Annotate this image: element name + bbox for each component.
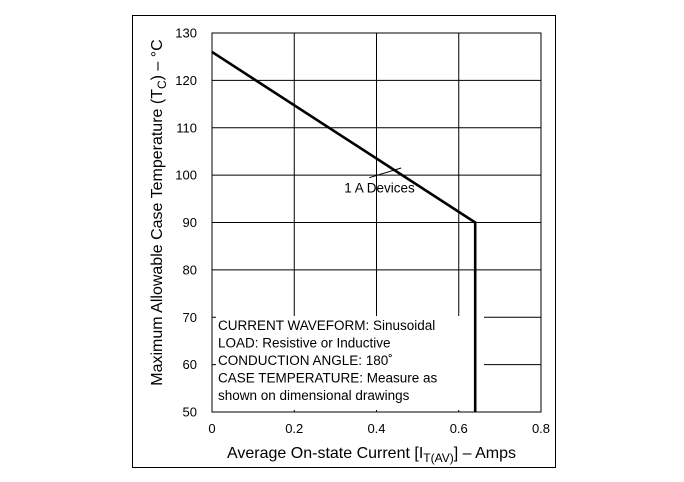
y-tick-label: 50	[183, 405, 197, 420]
x-tick-label: 0	[208, 421, 215, 436]
note-line: LOAD: Resistive or Inductive	[218, 336, 391, 351]
y-axis-label-suffix: ) – °C	[149, 39, 166, 80]
note-line: shown on dimensional drawings	[218, 388, 410, 403]
series	[211, 50, 477, 412]
y-tick-label: 90	[183, 215, 197, 230]
y-tick-label: 120	[175, 73, 197, 88]
y-tick-label: 100	[175, 168, 197, 183]
x-tick-label: 0.8	[532, 421, 550, 436]
notes-background	[216, 316, 484, 410]
x-tick-label: 0.2	[285, 421, 303, 436]
y-axis-label: Maximum Allowable Case Temperature (TC) …	[149, 39, 169, 385]
tick-labels: 50 60 70 80 90 100 110 120 130 0 0.2 0.4 0.6 0.8	[175, 26, 550, 437]
y-axis-label-main: Maximum Allowable Case Temperature (T	[149, 89, 166, 386]
x-axis-label-sub: T(AV)	[423, 451, 453, 465]
note-line: CONDUCTION ANGLE: 180˚	[218, 353, 393, 368]
notes-box: CURRENT WAVEFORM: Sinusoidal LOAD: Resist…	[216, 316, 484, 410]
y-axis-label-sub: C	[155, 80, 169, 89]
y-tick-label: 130	[175, 26, 197, 41]
y-tick-label: 70	[183, 310, 197, 325]
y-tick-label: 110	[176, 120, 197, 135]
note-line: CASE TEMPERATURE: Measure as	[218, 371, 438, 386]
annotation-leader-line	[369, 167, 402, 179]
x-axis-label-main: Average On-state Current [I	[227, 445, 423, 462]
y-tick-label: 60	[183, 357, 197, 372]
x-axis-label: Average On-state Current [IT(AV)] – Amps	[227, 445, 516, 465]
notes-text: CURRENT WAVEFORM: Sinusoidal LOAD: Resist…	[218, 318, 438, 403]
plot-area	[211, 32, 542, 413]
x-axis-label-suffix: ] – Amps	[454, 445, 516, 462]
series-line-0	[211, 50, 477, 412]
x-tick-label: 0.6	[450, 421, 468, 436]
note-line: CURRENT WAVEFORM: Sinusoidal	[218, 318, 435, 333]
annotation-label: 1 A Devices	[344, 181, 415, 196]
x-tick-label: 0.4	[367, 421, 385, 436]
annotation: 1 A Devices	[344, 167, 415, 196]
y-tick-label: 80	[183, 262, 197, 277]
